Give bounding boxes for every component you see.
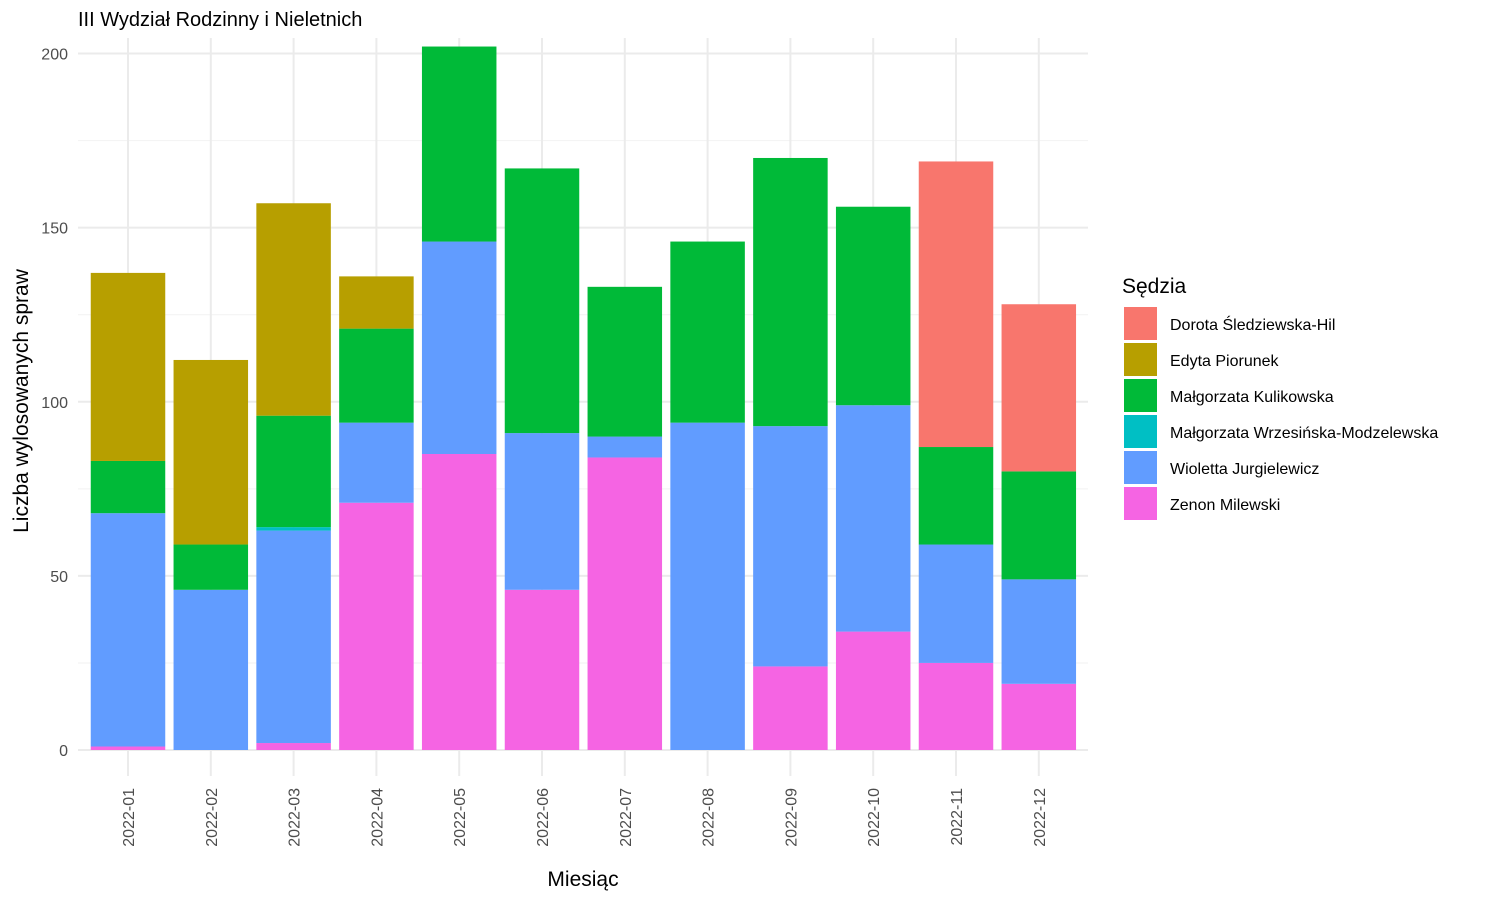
bar-segment	[256, 743, 331, 750]
bar-segment	[339, 502, 414, 750]
legend: Sędzia Dorota Śledziewska-Hil Edyta Pioru…	[1122, 275, 1438, 520]
x-tick-label: 2022-10	[866, 788, 883, 847]
y-axis-title: Liczba wylosowanych spraw	[10, 268, 33, 533]
bar-segment	[256, 415, 331, 528]
legend-label: Edyta Piorunek	[1170, 353, 1280, 370]
x-tick-label: 2022-01	[121, 788, 138, 847]
x-tick-label: 2022-12	[1032, 788, 1049, 847]
x-tick-label: 2022-09	[783, 788, 800, 847]
bar-segment	[1001, 579, 1077, 684]
legend-swatch	[1124, 415, 1157, 448]
bar-segment	[1001, 471, 1077, 580]
x-tick-label: 2022-05	[452, 788, 469, 847]
bar-segment	[918, 544, 994, 663]
bar-segment	[587, 436, 663, 458]
bar-segment	[421, 453, 497, 750]
bar-segment	[587, 286, 663, 437]
y-tick-label: 0	[59, 743, 68, 760]
chart-title: III Wydział Rodzinny i Nieletnich	[78, 9, 362, 31]
bar-segment	[339, 422, 414, 503]
bar-segment	[256, 527, 331, 531]
bar-segment	[173, 589, 249, 750]
bar-segment	[90, 746, 166, 750]
bar-segment	[339, 276, 414, 329]
bar-segment	[835, 206, 911, 406]
x-tick-label: 2022-03	[287, 788, 304, 847]
bar-segment	[918, 447, 994, 545]
bar-segment	[256, 203, 331, 416]
y-tick-label: 50	[50, 569, 68, 586]
legend-label: Zenon Milewski	[1170, 497, 1280, 514]
bar-segment	[504, 433, 580, 590]
bar-segment	[670, 241, 745, 423]
legend-swatch	[1124, 343, 1157, 376]
x-tick-label: 2022-04	[369, 788, 386, 847]
y-tick-label: 150	[41, 221, 68, 238]
bar-segment	[670, 422, 745, 750]
bar-segment	[918, 161, 994, 448]
bar-segment	[1001, 304, 1077, 472]
bar-segment	[256, 530, 331, 744]
legend-label: Małgorzata Kulikowska	[1170, 389, 1334, 406]
y-axis-ticks: 0 50 100 150 200	[41, 47, 68, 761]
legend-label: Dorota Śledziewska-Hil	[1170, 315, 1335, 334]
bar-segment	[753, 426, 828, 667]
x-tick-label: 2022-06	[535, 788, 552, 847]
x-tick-label: 2022-11	[949, 788, 966, 846]
bar-segment	[753, 157, 828, 427]
bar-segment	[918, 662, 994, 750]
bar-segment	[1001, 683, 1077, 750]
bar-segment	[421, 241, 497, 454]
bar-segment	[339, 328, 414, 423]
x-tick-label: 2022-02	[204, 788, 221, 847]
legend-swatch	[1124, 307, 1157, 340]
bar-segment	[90, 513, 166, 747]
y-tick-label: 200	[41, 47, 68, 64]
bar-segment	[504, 589, 580, 750]
x-tick-label: 2022-08	[701, 788, 718, 847]
bar-segment	[90, 460, 166, 514]
legend-label: Wioletta Jurgielewicz	[1170, 461, 1319, 478]
legend-swatch	[1124, 451, 1157, 484]
legend-swatch	[1124, 487, 1157, 520]
legend-swatch	[1124, 379, 1157, 412]
bar-segment	[753, 666, 828, 750]
bar-segment	[173, 544, 249, 590]
bar-segment	[835, 631, 911, 750]
legend-title: Sędzia	[1122, 275, 1187, 298]
bars	[90, 46, 1077, 750]
bar-segment	[421, 46, 497, 242]
bar-segment	[587, 457, 663, 750]
legend-label: Małgorzata Wrzesińska-Modzelewska	[1170, 425, 1438, 442]
x-axis-title: Miesiąc	[547, 868, 618, 891]
x-axis-ticks: 2022-01 2022-02 2022-03 2022-04 2022-05 2022-…	[121, 788, 1049, 847]
x-tick-label: 2022-07	[618, 788, 635, 847]
bar-segment	[90, 272, 166, 461]
bar-segment	[173, 359, 249, 545]
bar-segment	[504, 168, 580, 434]
y-tick-label: 100	[41, 395, 68, 412]
bar-segment	[835, 405, 911, 632]
